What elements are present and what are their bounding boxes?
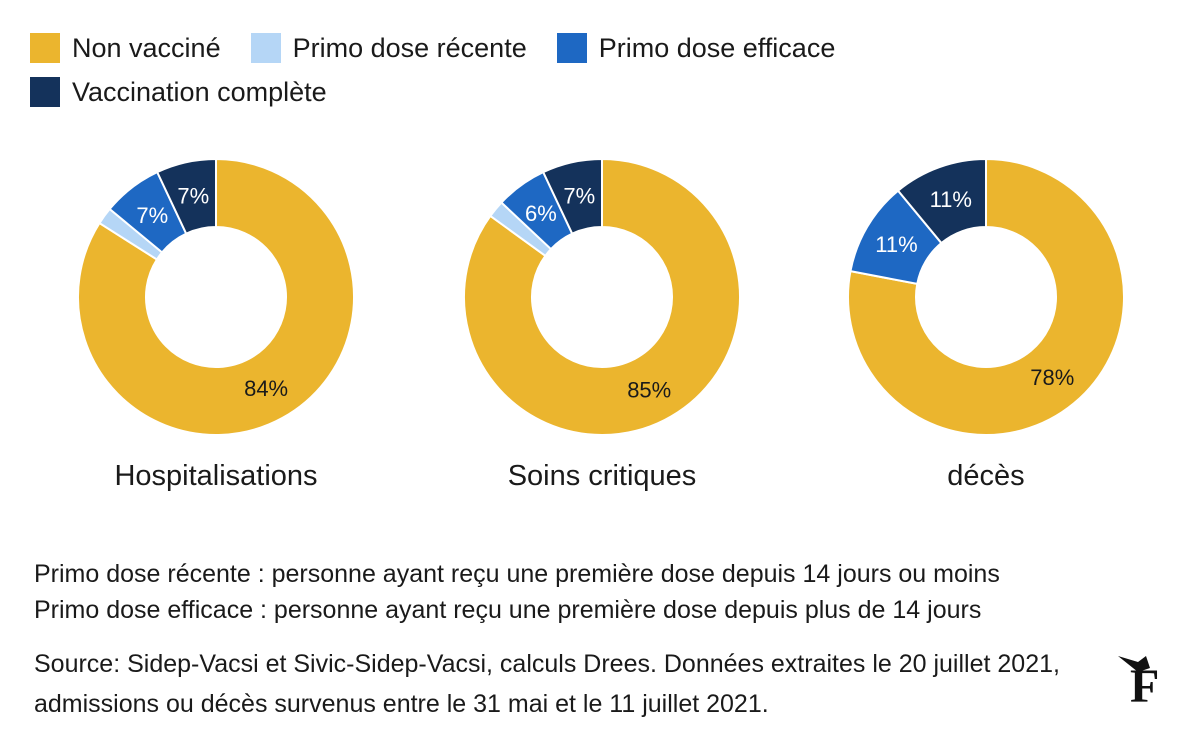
source-text: Source: Sidep-Vacsi et Sivic-Sidep-Vacsi… (34, 650, 1060, 718)
slice-label: 7% (177, 184, 209, 209)
legend-swatch (30, 33, 60, 63)
legend-item-non-vaccine: Non vacciné (30, 33, 221, 63)
chart-title: Hospitalisations (114, 460, 317, 492)
donut-slice (541, 157, 603, 235)
donut-slice (463, 157, 741, 436)
definitions-notes: Primo dose récente : personne ayant reçu… (34, 556, 1174, 628)
legend-item-primo-dose-efficace: Primo dose efficace (556, 33, 836, 63)
legend: Non vacciné Primo dose récente Primo dos… (30, 26, 930, 114)
legend-row: Vaccination complète (30, 70, 930, 114)
legend-label: Primo dose récente (292, 33, 527, 63)
le-figaro-logo: F (1116, 652, 1172, 713)
slice-label: 6% (525, 201, 557, 226)
slice-label: 11% (930, 187, 972, 212)
legend-row: Non vacciné Primo dose récente Primo dos… (30, 26, 930, 70)
legend-swatch (30, 77, 60, 107)
slice-label: 7% (563, 184, 595, 209)
note-primo-dose-recente: Primo dose récente : personne ayant reçu… (34, 560, 1000, 588)
legend-label: Non vacciné (72, 33, 221, 63)
legend-swatch (556, 33, 587, 63)
slice-label: 78% (1030, 365, 1074, 390)
slice-label: 85% (627, 378, 671, 403)
donut-slice (77, 157, 355, 436)
slice-label: 84% (244, 376, 288, 401)
legend-item-primo-dose-recente: Primo dose récente (250, 33, 527, 63)
legend-label: Vaccination complète (72, 77, 327, 107)
slice-label: 7% (136, 203, 168, 228)
chart-title: décès (947, 460, 1024, 492)
note-primo-dose-efficace: Primo dose efficace : personne ayant reç… (34, 596, 982, 624)
logo-letter: F (1130, 660, 1159, 704)
chart-title: Soins critiques (508, 460, 697, 492)
donut-slice (847, 157, 1125, 436)
legend-label: Primo dose efficace (598, 33, 836, 63)
legend-item-vaccination-complete: Vaccination complète (30, 77, 327, 107)
slice-label: 11% (875, 232, 917, 257)
figaro-logo-icon: F (1118, 656, 1159, 713)
donut-slice (896, 157, 987, 245)
legend-swatch (250, 33, 281, 63)
donut-slice (155, 157, 217, 235)
